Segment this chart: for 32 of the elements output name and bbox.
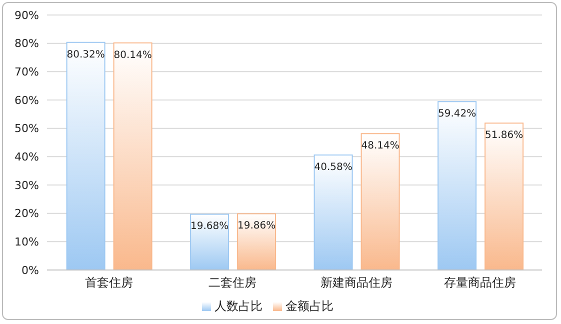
data-label: 19.86% xyxy=(237,220,276,232)
data-label: 19.68% xyxy=(190,221,229,232)
legend-label: 金额占比 xyxy=(286,299,334,313)
bar xyxy=(113,42,152,270)
y-tick-label: 30% xyxy=(14,178,39,192)
data-label: 51.86% xyxy=(484,130,524,142)
x-tick-label: 首套住房 xyxy=(84,276,133,290)
y-tick-label: 90% xyxy=(14,8,39,22)
legend-label: 人数占比 xyxy=(214,299,262,313)
data-label: 48.14% xyxy=(361,140,400,152)
data-label: 59.42% xyxy=(438,108,476,120)
x-tick-label: 存量商品住房 xyxy=(444,276,516,290)
y-tick-label: 20% xyxy=(14,207,39,220)
bar xyxy=(438,101,477,270)
y-tick-label: 70% xyxy=(14,66,39,79)
data-label: 80.32% xyxy=(66,49,105,60)
bar xyxy=(66,42,106,270)
x-tick-label: 二套住房 xyxy=(208,276,257,290)
bar xyxy=(237,213,276,270)
data-label: 40.58% xyxy=(314,162,352,174)
y-tick-label: 60% xyxy=(14,94,39,107)
y-tick-label: 80% xyxy=(14,37,39,50)
y-tick-label: 0% xyxy=(22,264,39,277)
bar xyxy=(484,122,524,270)
y-tick-label: 50% xyxy=(14,122,39,136)
data-label: 80.14% xyxy=(114,50,152,61)
y-tick-label: 10% xyxy=(14,236,39,249)
y-tick-label: 40% xyxy=(14,150,39,164)
bar xyxy=(190,214,230,270)
x-tick-label: 新建商品住房 xyxy=(320,276,392,290)
bar xyxy=(314,154,353,270)
bar xyxy=(360,133,400,270)
